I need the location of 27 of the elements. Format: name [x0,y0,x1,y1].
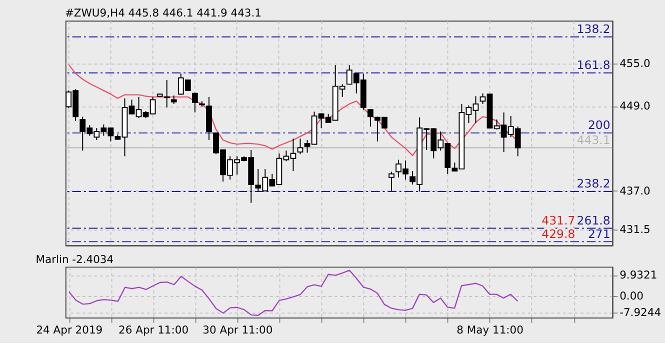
annotation: 238.2 [576,176,610,191]
annotation: 261.8 [576,213,610,228]
annotation: 200 [588,118,610,132]
y-tick-label: -7.9244 [620,306,662,320]
ref-line-label: 429.8 [542,226,576,241]
candlestick [192,92,198,113]
candlestick [297,138,304,155]
candlestick [388,171,394,192]
y-tick-label: 455.0 [620,57,650,70]
annotation: 271 [588,226,610,241]
x-tick-label: 26 Apr 11:00 [118,324,189,337]
y-tick-label: 9.9321 [620,268,658,282]
candlestick [164,79,170,108]
y-tick-label: 431.5 [620,223,650,236]
x-tick-label: 8 May 11:00 [456,324,524,337]
annotation: 138.2 [576,22,610,36]
annotation: 161.8 [576,58,610,72]
chart-title: Marlin -2.4034 [36,252,114,266]
candlestick [367,109,374,128]
y-tick-label: 0.00 [620,289,644,302]
y-tick-label: 449.0 [620,100,650,113]
chart-title: #ZWU9,H4 445.8 446.1 441.9 443.1 [64,6,262,20]
x-tick-label: 30 Apr 11:00 [202,324,273,337]
ref-line-label: 431.7 [542,213,576,228]
x-tick-label: 24 Apr 2019 [36,324,103,337]
y-tick-label: 437.0 [620,184,650,198]
line-series [68,270,518,316]
